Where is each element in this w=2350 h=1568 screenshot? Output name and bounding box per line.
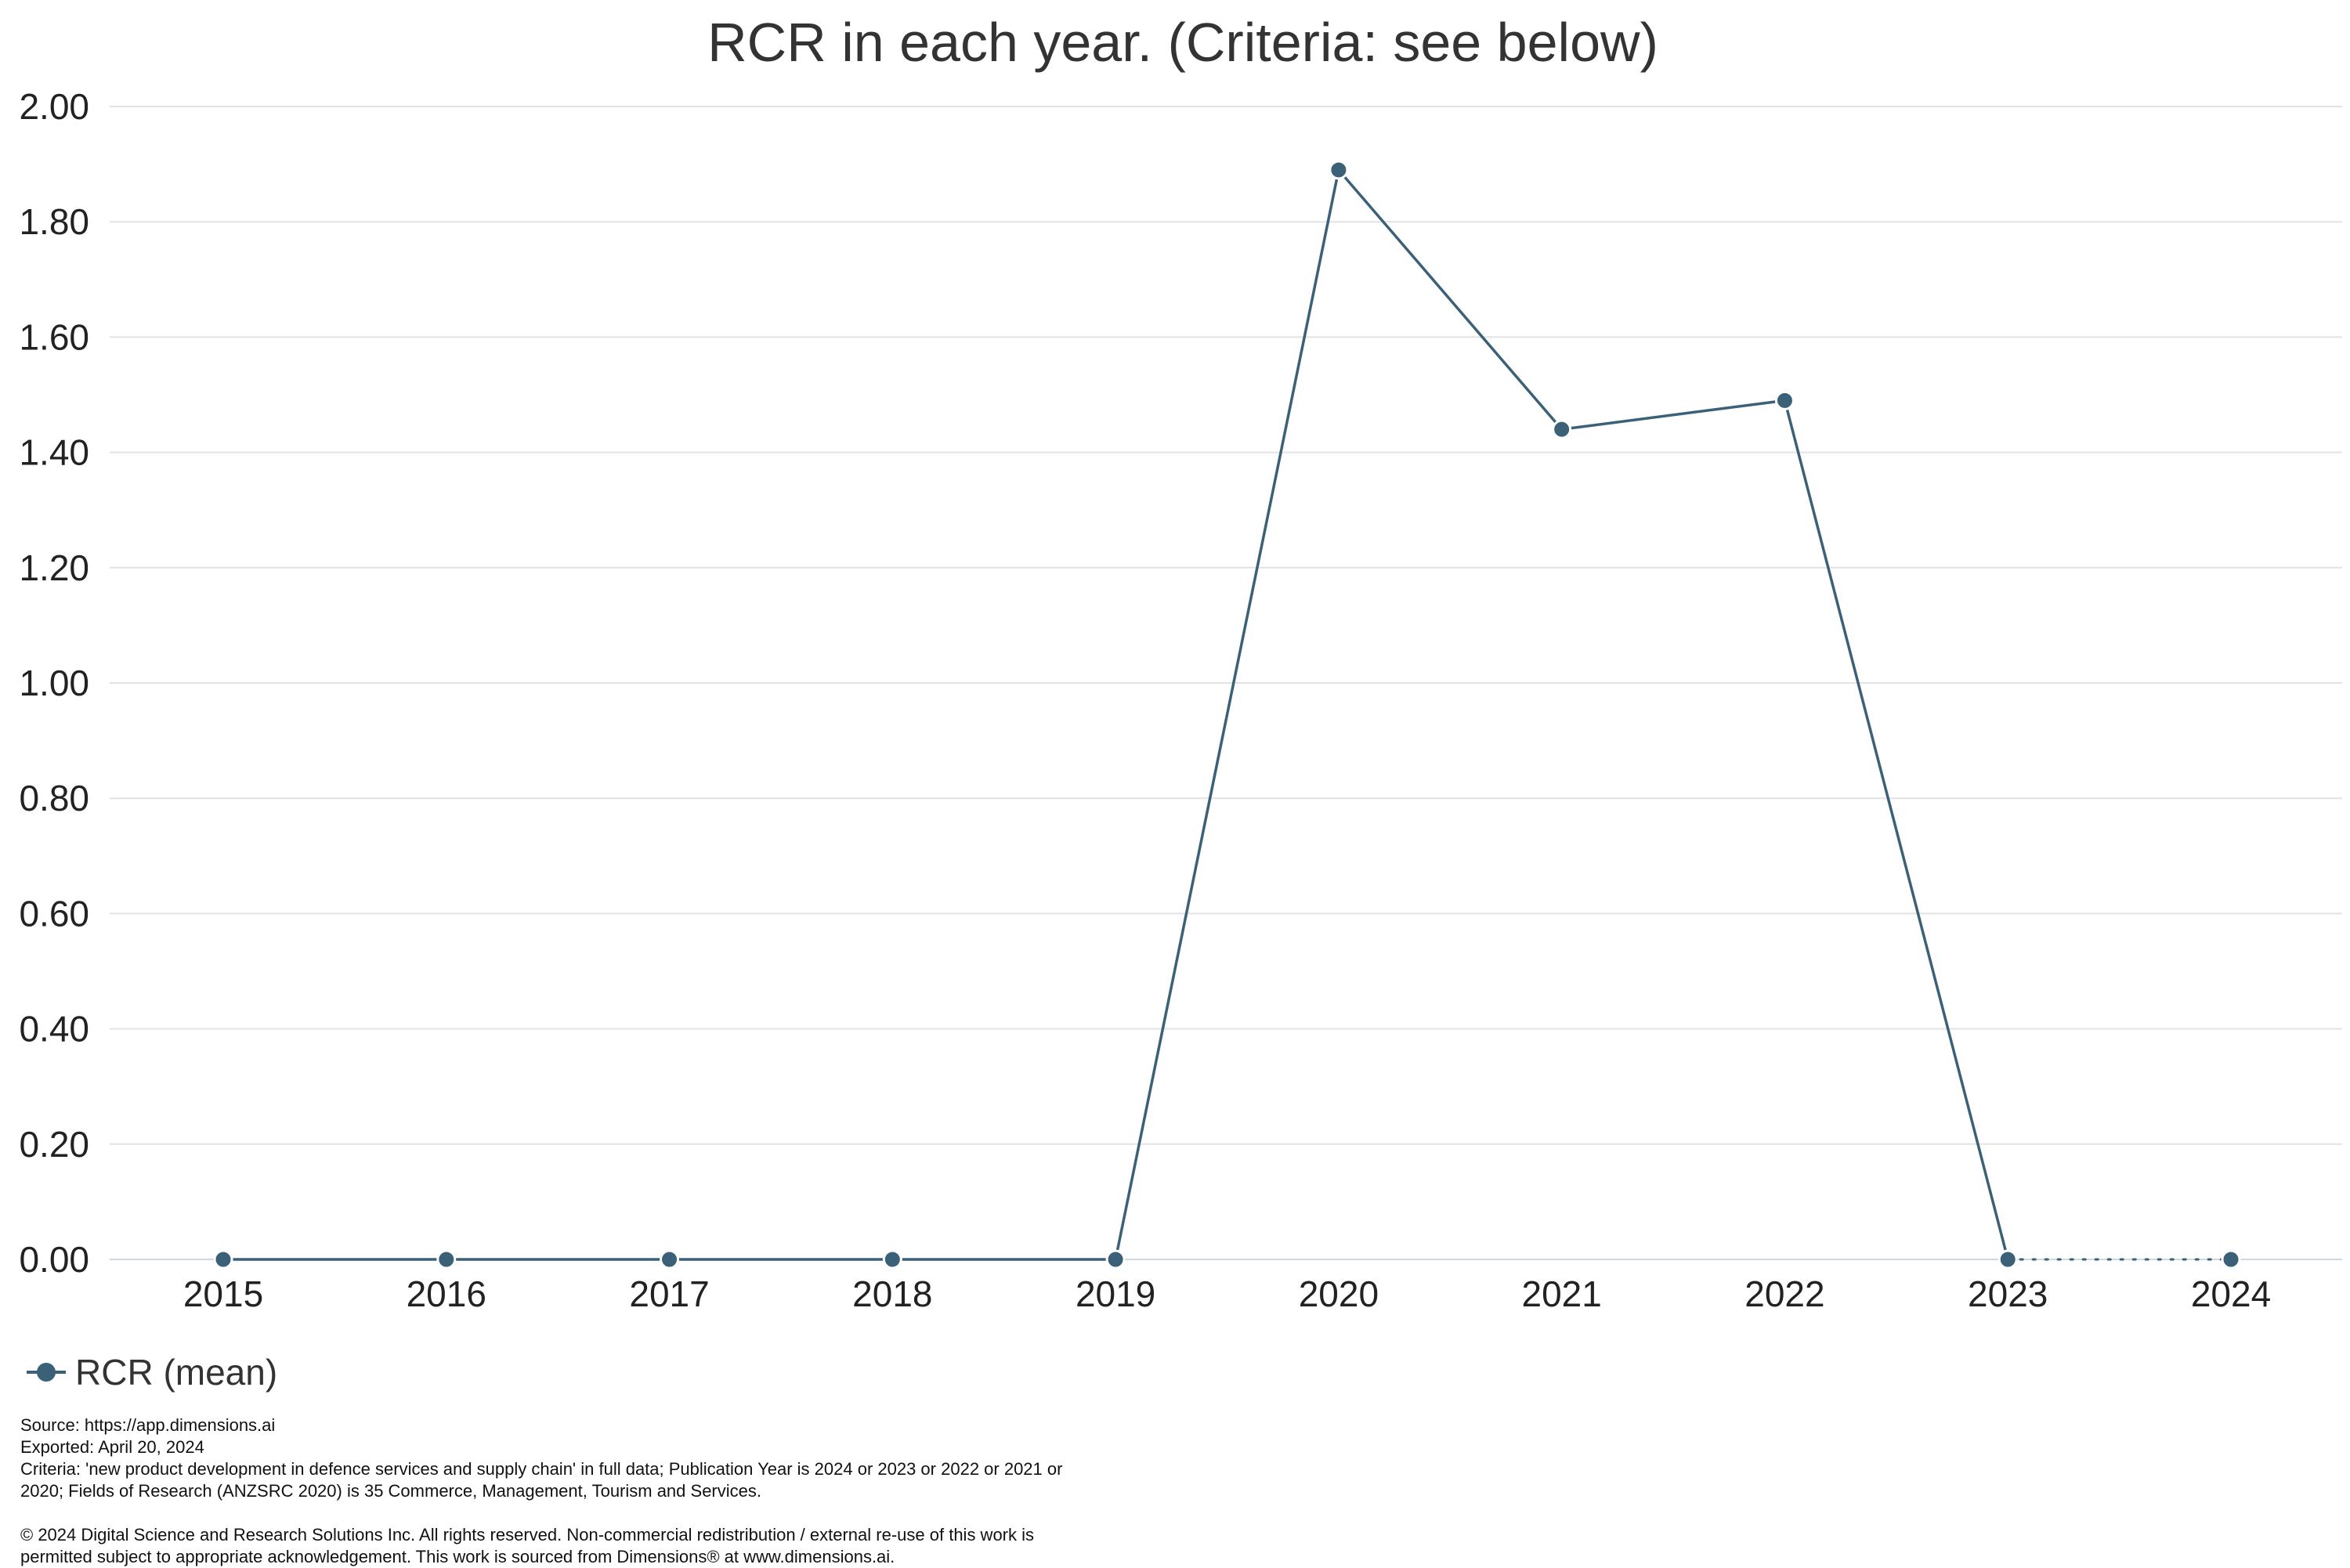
- data-point-2023: [1998, 1249, 2018, 1270]
- footer-source: Source: https://app.dimensions.ai: [20, 1415, 276, 1435]
- x-tick-label-2015: 2015: [183, 1274, 263, 1314]
- data-point-2022: [1774, 390, 1795, 410]
- rcr-line-chart: RCR in each year. (Criteria: see below) …: [19, 12, 2342, 1393]
- x-tick-label-2017: 2017: [629, 1274, 709, 1314]
- y-tick-label: 2.00: [19, 86, 89, 127]
- data-point-2017: [660, 1249, 680, 1270]
- y-tick-label: 0.80: [19, 778, 89, 818]
- data-point-2021: [1552, 419, 1572, 439]
- footer-exported: Exported: April 20, 2024: [20, 1437, 204, 1457]
- data-point-2020: [1329, 160, 1349, 180]
- y-tick-label: 1.00: [19, 663, 89, 703]
- y-tick-label: 0.20: [19, 1124, 89, 1165]
- data-point-2015: [213, 1249, 233, 1270]
- chart-title: RCR in each year. (Criteria: see below): [707, 12, 1658, 73]
- legend: RCR (mean): [27, 1352, 277, 1393]
- series-segment-2020-2021: [1337, 168, 1564, 431]
- y-tick-label: 1.80: [19, 201, 89, 242]
- x-tick-label-2016: 2016: [407, 1274, 486, 1314]
- legend-label-rcr-mean: RCR (mean): [75, 1352, 277, 1393]
- data-point-2018: [882, 1249, 902, 1270]
- y-axis-ticks: 0.00 0.20 0.40 0.60 0.80 1.00 1.20 1.40 1.60 1.80…: [19, 86, 89, 1280]
- x-tick-label-2023: 2023: [1968, 1274, 2048, 1314]
- footer-spacer: [20, 1502, 1274, 1524]
- x-tick-label-2019: 2019: [1076, 1274, 1155, 1314]
- x-tick-label-2022: 2022: [1744, 1274, 1824, 1314]
- data-point-2019: [1105, 1249, 1126, 1270]
- y-tick-label: 0.60: [19, 893, 89, 934]
- y-tick-label: 1.60: [19, 316, 89, 357]
- x-axis-ticks: 2015 2016 2017 2018 2019 2020 2021 2022 2023 2024: [183, 1274, 2271, 1314]
- series-points: [213, 160, 2241, 1270]
- series-segment-2021-2022: [1560, 399, 1787, 431]
- x-tick-label-2018: 2018: [852, 1274, 932, 1314]
- x-tick-label-2024: 2024: [2191, 1274, 2271, 1314]
- series-segment-2022-2023: [1783, 399, 2009, 1261]
- series-lines: [222, 168, 2232, 1261]
- footer-criteria-line-2: 2020; Fields of Research (ANZSRC 2020) i…: [20, 1481, 761, 1501]
- x-tick-label-2021: 2021: [1521, 1274, 1601, 1314]
- series-segment-2019-2020: [1114, 168, 1340, 1261]
- footer-criteria-line-1: Criteria: 'new product development in de…: [20, 1459, 1063, 1479]
- footer-copyright-line-2: permitted subject to appropriate acknowl…: [20, 1547, 895, 1566]
- x-tick-label-2020: 2020: [1299, 1274, 1379, 1314]
- gridlines: [110, 106, 2342, 1260]
- data-point-2016: [436, 1249, 457, 1270]
- y-tick-label: 0.00: [19, 1239, 89, 1280]
- chart-footer: Source: https://app.dimensions.ai Export…: [20, 1414, 1274, 1568]
- y-tick-label: 0.40: [19, 1009, 89, 1050]
- y-tick-label: 1.20: [19, 547, 89, 588]
- data-point-2024: [2221, 1249, 2241, 1270]
- footer-copyright-line-1: © 2024 Digital Science and Research Solu…: [20, 1525, 1035, 1545]
- legend-marker: [37, 1363, 56, 1382]
- y-tick-label: 1.40: [19, 432, 89, 473]
